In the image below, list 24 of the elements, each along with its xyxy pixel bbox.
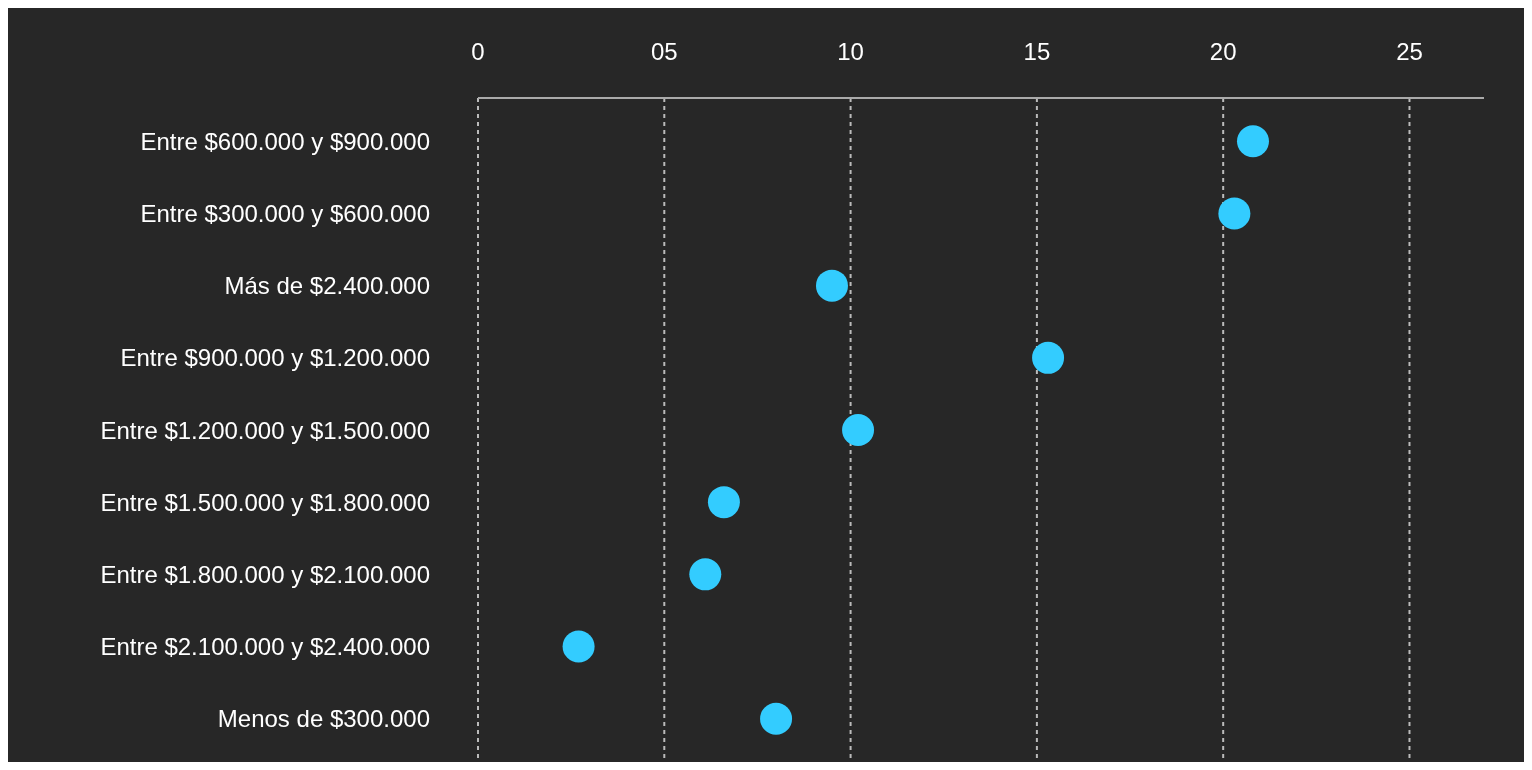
x-tick-label: 25 bbox=[1396, 38, 1423, 65]
x-tick-label: 20 bbox=[1209, 38, 1237, 65]
y-tick-label: Menos de $300.000 bbox=[217, 705, 430, 733]
y-tick-label: Entre $2.100.000 y $2.400.000 bbox=[100, 633, 430, 661]
x-tick-label: 05 bbox=[650, 38, 678, 65]
point bbox=[689, 558, 722, 591]
y-tick-label: Entre $1.500.000 y $1.800.000 bbox=[100, 488, 430, 516]
x-tick-label: 10 bbox=[837, 38, 864, 65]
x-tick-label: 0 bbox=[471, 38, 485, 65]
point bbox=[562, 630, 595, 663]
point bbox=[1032, 341, 1065, 374]
y-tick-label: Entre $300.000 y $600.000 bbox=[140, 200, 430, 227]
y-tick-label: Más de $2.400.000 bbox=[224, 272, 430, 300]
point bbox=[760, 702, 793, 735]
point bbox=[842, 414, 875, 446]
point bbox=[815, 269, 848, 302]
point bbox=[707, 486, 740, 519]
point bbox=[1218, 197, 1251, 230]
y-tick-label: Entre $900.000 y $1.200.000 bbox=[120, 344, 430, 372]
y-tick-label: Entre $1.200.000 y $1.500.000 bbox=[100, 416, 430, 444]
x-tick-label: 15 bbox=[1023, 38, 1051, 65]
y-tick-label: Entre $1.800.000 y $2.100.000 bbox=[100, 560, 430, 588]
point bbox=[1236, 125, 1269, 158]
y-tick-label: Entre $600.000 y $900.000 bbox=[140, 127, 430, 155]
